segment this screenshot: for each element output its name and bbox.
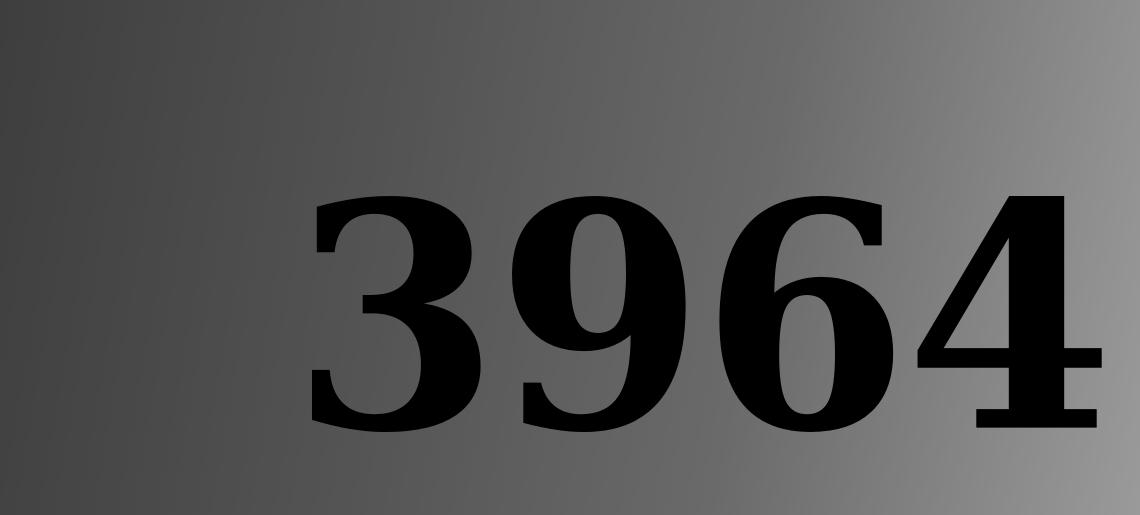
large-number-text: 3964: [291, 134, 1114, 502]
